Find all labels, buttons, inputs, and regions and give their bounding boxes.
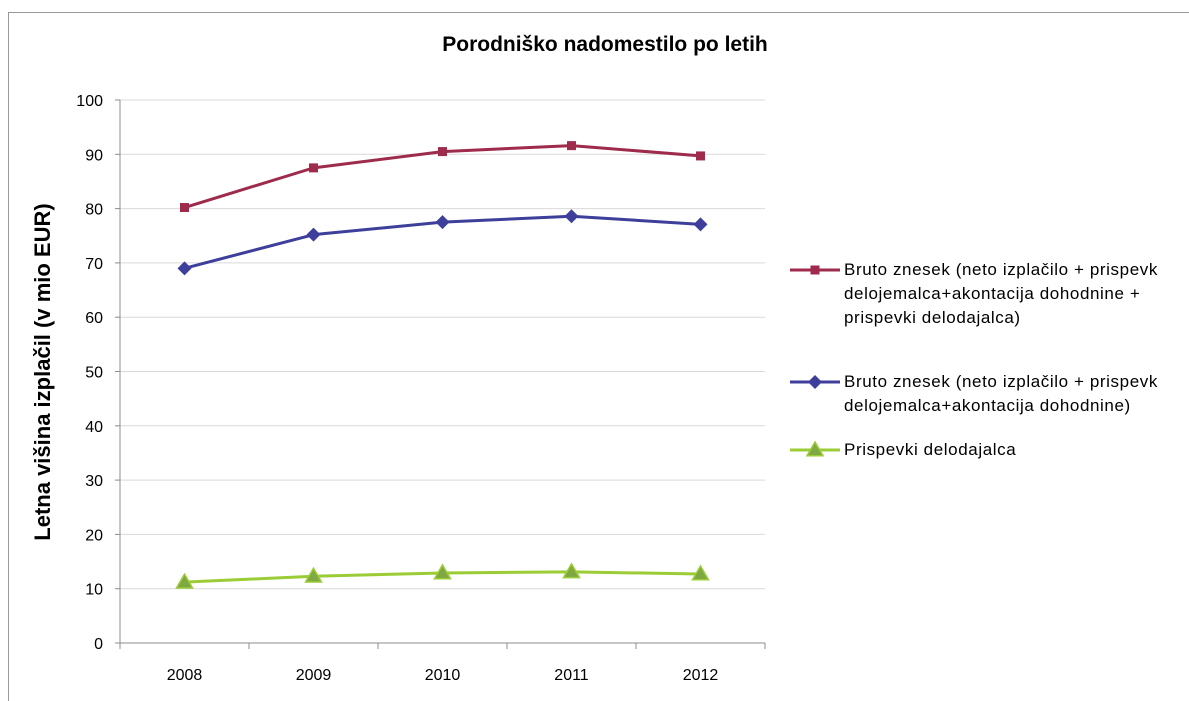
x-tick-label: 2009 (296, 667, 332, 684)
legend-label: Prispevki delodajalca (844, 438, 1016, 462)
data-point-triangle (691, 564, 710, 581)
y-tick-label: 100 (76, 93, 103, 110)
data-point-triangle (175, 572, 194, 589)
y-tick-label: 10 (85, 582, 103, 599)
legend-marker-triangle (805, 440, 825, 457)
data-point-triangle (562, 562, 581, 579)
legend-label: Bruto znesek (neto izplačilo + prispevk d… (844, 258, 1158, 330)
y-tick-label: 50 (85, 365, 103, 382)
series-3 (175, 562, 710, 589)
y-tick-label: 80 (85, 202, 103, 219)
data-point-diamond (693, 217, 708, 232)
x-tick-label: 2010 (425, 667, 461, 684)
data-point-diamond (564, 209, 579, 224)
legend-marker-square (810, 265, 820, 275)
y-tick-label: 70 (85, 256, 103, 273)
series-1 (180, 141, 705, 213)
data-point-square (309, 163, 318, 173)
y-tick-label: 20 (85, 527, 103, 544)
legend-label-line: Bruto znesek (neto izplačilo + prispevk (844, 372, 1158, 391)
series-2 (177, 209, 708, 276)
data-point-square (696, 151, 705, 161)
legend-swatch (790, 375, 840, 389)
data-point-square (438, 147, 447, 157)
y-tick-label: 40 (85, 419, 103, 436)
data-point-diamond (306, 227, 321, 242)
data-point-diamond (177, 261, 192, 276)
data-point-square (567, 141, 576, 151)
data-point-triangle (304, 566, 323, 583)
y-tick-label: 30 (85, 473, 103, 490)
legend-label: Bruto znesek (neto izplačilo + prispevk d… (844, 370, 1158, 418)
y-tick-label: 0 (94, 636, 103, 653)
chart-title: Porodniško nadomestilo po letih (442, 33, 768, 56)
chart-frame (8, 12, 1189, 701)
legend-swatch (790, 265, 840, 275)
legend-label-line: delojemalca+akontacija dohodnine) (844, 396, 1131, 415)
legend-marker-diamond (808, 375, 822, 389)
legend-label-line: delojemalca+akontacija dohodnine + (844, 284, 1141, 303)
x-tick-label: 2012 (683, 667, 719, 684)
x-tick-label: 2011 (554, 667, 589, 684)
data-point-triangle (433, 563, 452, 580)
y-tick-label: 90 (85, 147, 103, 164)
legend-label-line: prispevki delodajalca) (844, 308, 1021, 327)
data-point-square (180, 203, 189, 213)
data-point-diamond (435, 215, 450, 230)
legend-swatch (790, 440, 840, 457)
y-tick-label: 60 (85, 310, 103, 327)
legend-label-line: Bruto znesek (neto izplačilo + prispevk (844, 260, 1158, 279)
legend-label-line: Prispevki delodajalca (844, 440, 1017, 459)
x-tick-label: 2008 (167, 667, 203, 684)
